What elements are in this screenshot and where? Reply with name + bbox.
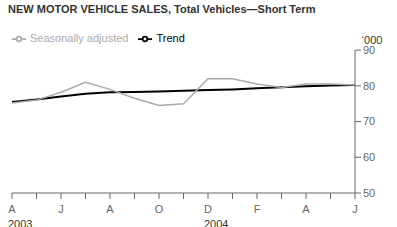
- svg-text:J: J: [352, 203, 358, 215]
- svg-text:2003: 2003: [8, 218, 32, 227]
- svg-text:A: A: [106, 203, 114, 215]
- svg-text:A: A: [8, 203, 16, 215]
- svg-text:O: O: [155, 203, 164, 215]
- html-text:Seasonally adjusted: Seasonally adjusted: [30, 32, 129, 44]
- svg-text:50: 50: [363, 187, 375, 199]
- svg-text:F: F: [254, 203, 261, 215]
- svg-text:J: J: [58, 203, 64, 215]
- svg-text:70: 70: [363, 115, 375, 127]
- svg-text:80: 80: [363, 80, 375, 92]
- svg-text:90: 90: [363, 44, 376, 56]
- svg-text:A: A: [302, 203, 310, 215]
- svg-text:2004: 2004: [204, 218, 228, 227]
- svg-text:D: D: [204, 203, 212, 215]
- svg-text:‘000: ‘000: [362, 34, 383, 46]
- html-text:NEW MOTOR VEHICLE SALES, Total: NEW MOTOR VEHICLE SALES, Total Vehicles—…: [8, 3, 316, 15]
- html-text:Trend: Trend: [156, 32, 185, 44]
- svg-text:60: 60: [363, 151, 375, 163]
